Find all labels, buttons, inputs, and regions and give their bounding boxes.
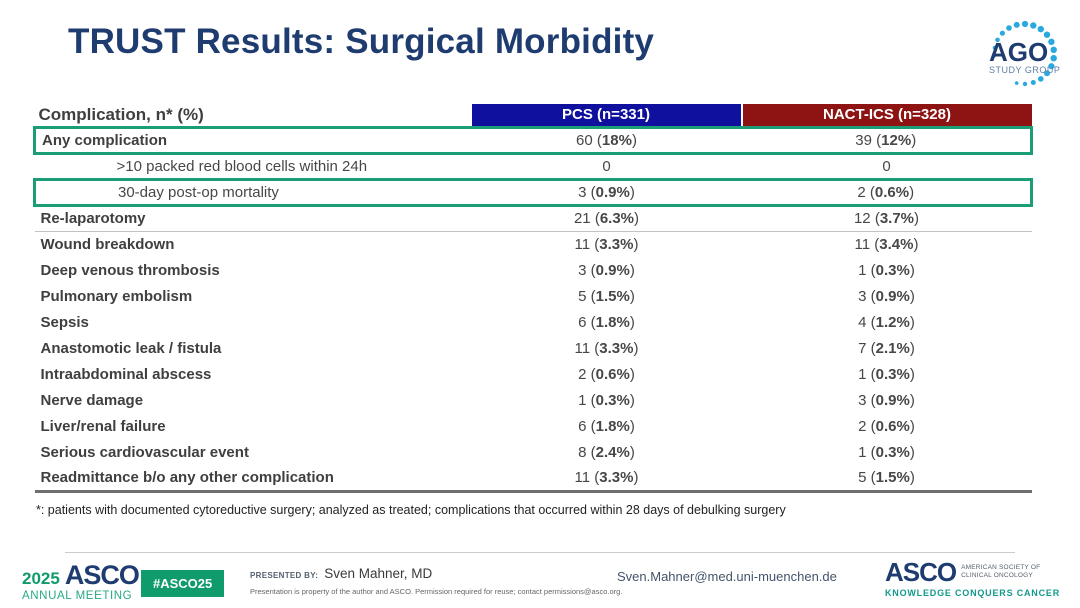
pcs-value: 1 (0.3%) <box>578 391 635 409</box>
nact-ics-value: 39 (12%) <box>741 125 1033 155</box>
presenter-email: Sven.Mahner@med.uni-muenchen.de <box>617 569 837 584</box>
table-row: Sepsis 6 (1.8%) 4 (1.2%) <box>35 309 1032 335</box>
pcs-value: 6 (1.8%) <box>578 313 635 331</box>
table-row: Intraabdominal abscess 2 (0.6%) 1 (0.3%) <box>35 361 1032 387</box>
table-header-row: Complication, n* (%) PCS (n=331) NACT-IC… <box>35 104 1032 127</box>
row-label: >10 packed red blood cells within 24h <box>116 157 368 175</box>
table-row: Serious cardiovascular event 8 (2.4%) 1 (0… <box>35 439 1032 465</box>
svg-text:AGO: AGO <box>989 37 1048 67</box>
row-label: Wound breakdown <box>40 235 175 253</box>
asco-society-name: AMERICAN SOCIETY OF CLINICAL ONCOLOGY <box>961 563 1041 579</box>
pcs-value: 3 (0.9%) <box>471 177 742 207</box>
pcs-value: 6 (1.8%) <box>578 417 635 435</box>
column-header-complication: Complication, n* (%) <box>38 104 204 124</box>
pcs-value: 11 (3.3%) <box>471 465 742 493</box>
ago-study-group-logo: AGO STUDY GROUP <box>982 10 1068 98</box>
row-label: Readmittance b/o any other complication <box>34 465 472 493</box>
ago-dots-circle-icon: AGO STUDY GROUP <box>989 20 1060 87</box>
nact-ics-value: 1 (0.3%) <box>858 365 915 383</box>
pcs-value: 3 (0.9%) <box>578 261 635 279</box>
table-row: Liver/renal failure 6 (1.8%) 2 (0.6%) <box>35 413 1032 439</box>
nact-ics-value: 11 (3.4%) <box>854 235 919 253</box>
pcs-value: 8 (2.4%) <box>578 443 635 461</box>
row-label: Deep venous thrombosis <box>40 261 220 279</box>
table-row: Deep venous thrombosis 3 (0.9%) 1 (0.3%) <box>35 257 1032 283</box>
asco-society-logo: ASCO AMERICAN SOCIETY OF CLINICAL ONCOLO… <box>885 559 1060 598</box>
svg-text:STUDY GROUP: STUDY GROUP <box>989 65 1060 75</box>
table-row: >10 packed red blood cells within 24h 0 0 <box>35 153 1032 179</box>
asco-annual-meeting-logo: 2025 ASCO ANNUAL MEETING <box>22 560 140 603</box>
nact-ics-value: 2 (0.6%) <box>858 417 915 435</box>
table-row: Nerve damage 1 (0.3%) 3 (0.9%) <box>35 387 1032 413</box>
table-row: Pulmonary embolism 5 (1.5%) 3 (0.9%) <box>35 283 1032 309</box>
row-label: Serious cardiovascular event <box>40 443 249 461</box>
table-body: Any complication 60 (18%) 39 (12%) >10 pack… <box>33 125 1033 493</box>
table-row: 30-day post-op mortality 3 (0.9%) 2 (0.6%) <box>33 177 1033 207</box>
asco-wordmark-right: ASCO <box>884 557 957 587</box>
row-label: Sepsis <box>40 313 89 331</box>
meeting-year: 2025 <box>22 569 60 588</box>
disclaimer-text: Presentation is property of the author a… <box>250 587 623 596</box>
row-label: Anastomotic leak / fistula <box>40 339 222 357</box>
nact-ics-value: 5 (1.5%) <box>741 465 1032 493</box>
row-label: Nerve damage <box>40 391 144 409</box>
nact-ics-value: 3 (0.9%) <box>858 391 915 409</box>
footer-divider <box>65 552 1015 553</box>
row-label: Intraabdominal abscess <box>40 365 212 383</box>
footer: 2025 ASCO ANNUAL MEETING #ASCO25 PRESENT… <box>0 553 1080 608</box>
nact-ics-value: 3 (0.9%) <box>858 287 915 305</box>
row-label: Any complication <box>33 125 472 155</box>
asco-wordmark: ASCO <box>64 560 140 590</box>
hashtag-badge: #ASCO25 <box>141 570 225 597</box>
presenter-name: Sven Mahner, MD <box>324 566 433 581</box>
pcs-value: 60 (18%) <box>471 125 742 155</box>
presented-by-block: PRESENTED BY: Sven Mahner, MD Presentati… <box>250 566 622 596</box>
pcs-value: 5 (1.5%) <box>578 287 635 305</box>
pcs-value: 11 (3.3%) <box>574 235 639 253</box>
pcs-value: 2 (0.6%) <box>578 365 635 383</box>
table-row: Re-laparotomy 21 (6.3%) 12 (3.7%) <box>34 205 1032 232</box>
table-row: Readmittance b/o any other complication 1… <box>34 465 1032 493</box>
presented-by-label: PRESENTED BY: <box>250 571 319 580</box>
table-row: Anastomotic leak / fistula 11 (3.3%) 7 (2.… <box>35 335 1032 361</box>
row-label: Liver/renal failure <box>40 417 166 435</box>
nact-ics-value: 1 (0.3%) <box>858 443 915 461</box>
nact-ics-value: 2 (0.6%) <box>741 177 1033 207</box>
column-header-nact-ics: NACT-ICS (n=328) <box>740 104 1032 127</box>
row-label: 30-day post-op mortality <box>33 177 472 207</box>
pcs-value: 11 (3.3%) <box>574 339 639 357</box>
nact-ics-value: 1 (0.3%) <box>858 261 915 279</box>
row-label: Re-laparotomy <box>34 205 472 232</box>
table-row: Wound breakdown 11 (3.3%) 11 (3.4%) <box>35 231 1032 257</box>
nact-ics-value: 4 (1.2%) <box>858 313 915 331</box>
row-label: Pulmonary embolism <box>40 287 193 305</box>
footnote: *: patients with documented cytoreductiv… <box>36 503 786 517</box>
asco-tagline: KNOWLEDGE CONQUERS CANCER <box>884 588 1060 598</box>
nact-ics-value: 12 (3.7%) <box>741 205 1032 232</box>
table-row: Any complication 60 (18%) 39 (12%) <box>33 125 1033 155</box>
meeting-name: ANNUAL MEETING <box>22 590 133 602</box>
pcs-value: 0 <box>602 157 611 175</box>
nact-ics-value: 0 <box>882 157 891 175</box>
nact-ics-value: 7 (2.1%) <box>858 339 915 357</box>
morbidity-table: Complication, n* (%) PCS (n=331) NACT-IC… <box>33 104 1033 493</box>
pcs-value: 21 (6.3%) <box>471 205 742 232</box>
column-header-pcs: PCS (n=331) <box>471 104 742 127</box>
page-title: TRUST Results: Surgical Morbidity <box>68 22 655 61</box>
